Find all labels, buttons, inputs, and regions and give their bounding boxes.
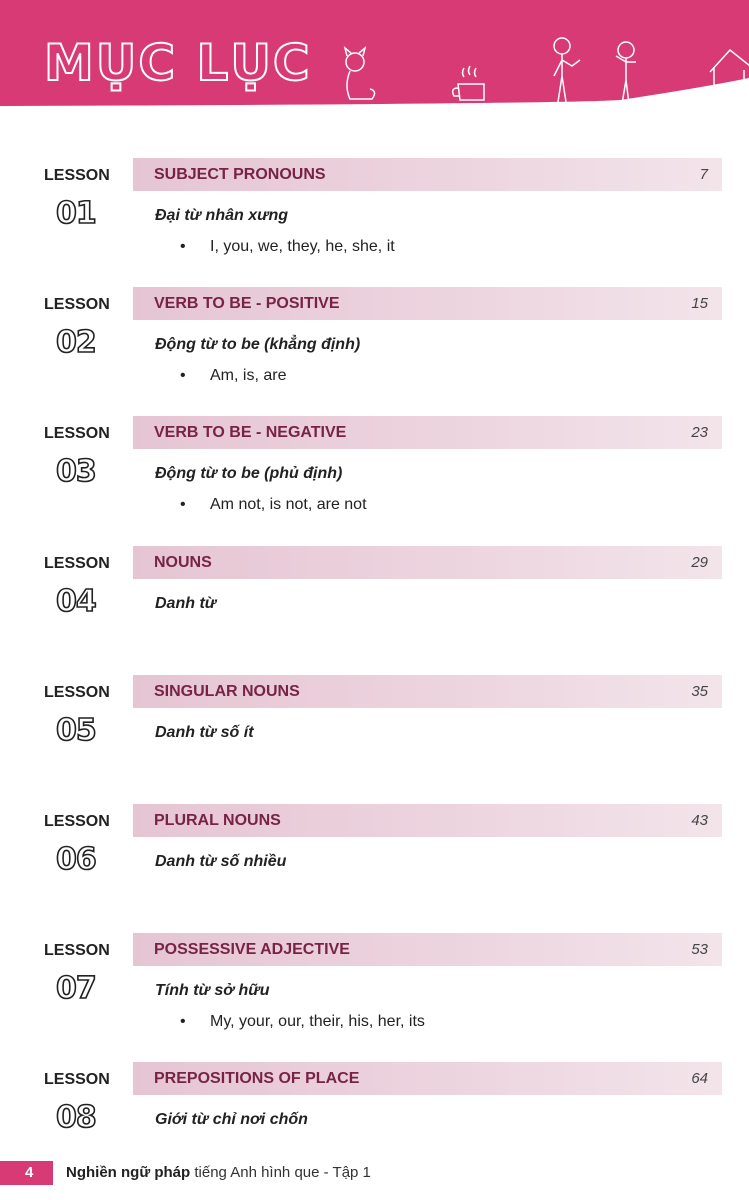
lesson-page: 15 (691, 295, 708, 313)
header-background (0, 0, 749, 106)
lesson-title: VERB TO BE - NEGATIVE (154, 424, 347, 442)
lesson-title: NOUNS (154, 553, 212, 571)
bullet-icon: • (180, 496, 186, 514)
lesson-number: 02 (55, 324, 97, 361)
lesson-subtitle: Tính từ sở hữu (155, 982, 270, 1000)
lesson-number: 07 (55, 970, 97, 1007)
lesson-number: 06 (55, 841, 97, 878)
footer-book-title: Nghiền ngữ pháp tiếng Anh hình que - Tập… (66, 1164, 371, 1181)
toc-entry[interactable]: LESSON 05 SINGULAR NOUNS 35 Danh từ số ít (0, 674, 749, 804)
lesson-title-band: PLURAL NOUNS 43 (133, 804, 722, 837)
page-title: MỤC LỤC (43, 33, 312, 93)
lesson-label: LESSON (44, 167, 110, 184)
lesson-title: SINGULAR NOUNS (154, 682, 300, 700)
lesson-title: PLURAL NOUNS (154, 812, 281, 829)
lesson-label: LESSON (44, 1071, 110, 1089)
lesson-title-band: VERB TO BE - NEGATIVE 23 (133, 416, 722, 450)
lesson-label: LESSON (44, 425, 110, 443)
toc-entry[interactable]: LESSON 01 SUBJECT PRONOUNS 7 Đại từ nhân … (0, 158, 749, 287)
lesson-bullet-text: I, you, we, they, he, she, it (210, 238, 395, 255)
lesson-title: PREPOSITIONS OF PLACE (154, 1070, 360, 1088)
lesson-title-band: SINGULAR NOUNS 35 (133, 674, 722, 708)
lesson-title-band: VERB TO BE - POSITIVE 15 (133, 287, 722, 321)
bullet-icon: • (180, 1013, 186, 1031)
header-banner: MỤC LỤC (0, 0, 749, 108)
lesson-page: 35 (691, 682, 708, 700)
lesson-number: 08 (55, 1100, 97, 1137)
lesson-number: 03 (55, 454, 97, 491)
lesson-label: LESSON (44, 296, 110, 314)
stick-figure-icon (615, 41, 636, 105)
lesson-page: 7 (699, 166, 708, 183)
lesson-number: 04 (55, 583, 97, 620)
toc-entry[interactable]: LESSON 04 NOUNS 29 Danh từ (0, 545, 749, 675)
lesson-subtitle: Giới từ chỉ nơi chốn (155, 1111, 308, 1129)
lesson-subtitle: Danh từ số nhiều (155, 853, 287, 870)
house-icon (709, 48, 749, 97)
lesson-page: 64 (691, 1070, 708, 1088)
footer-book-title-rest: tiếng Anh hình que - Tập 1 (190, 1164, 371, 1181)
lesson-title-band: POSSESSIVE ADJECTIVE 53 (133, 933, 722, 967)
toc-entry[interactable]: LESSON 03 VERB TO BE - NEGATIVE 23 Động t… (0, 416, 749, 545)
lesson-bullet-text: Am, is, are (210, 367, 287, 385)
lesson-label: LESSON (44, 554, 110, 572)
toc-entry[interactable]: LESSON 07 POSSESSIVE ADJECTIVE 53 Tính từ… (0, 933, 749, 1062)
lesson-subtitle: Đại từ nhân xưng (155, 207, 289, 224)
lesson-bullet-text: My, your, our, their, his, her, its (210, 1013, 425, 1031)
lesson-label: LESSON (44, 942, 110, 960)
lesson-bullet: • Am, is, are (180, 367, 286, 385)
bullet-icon: • (180, 367, 186, 385)
lesson-title-band: PREPOSITIONS OF PLACE 64 (133, 1062, 722, 1096)
lesson-title: VERB TO BE - POSITIVE (154, 295, 340, 313)
lesson-page: 43 (691, 812, 708, 829)
lesson-subtitle: Danh từ số ít (155, 723, 254, 741)
toc-entry[interactable]: LESSON 06 PLURAL NOUNS 43 Danh từ số nhiề… (0, 804, 749, 933)
footer-book-title-bold: Nghiền ngữ pháp (66, 1164, 191, 1181)
lesson-title-band: SUBJECT PRONOUNS 7 (133, 158, 722, 191)
toc-entry[interactable]: LESSON 08 PREPOSITIONS OF PLACE 64 Giới t… (0, 1062, 749, 1191)
coffee-cup-icon (451, 65, 485, 101)
cat-icon (343, 45, 376, 100)
lesson-page: 53 (691, 941, 708, 959)
lesson-label: LESSON (44, 813, 110, 830)
lesson-label: LESSON (44, 683, 110, 701)
toc-entry[interactable]: LESSON 02 VERB TO BE - POSITIVE 15 Động t… (0, 287, 749, 416)
lesson-number: 05 (55, 712, 97, 749)
lesson-bullet-text: Am not, is not, are not (210, 496, 367, 514)
lesson-page: 29 (691, 553, 708, 571)
bullet-icon: • (180, 238, 186, 255)
lesson-bullet: • My, your, our, their, his, her, its (180, 1013, 425, 1031)
lesson-bullet: • I, you, we, they, he, she, it (180, 238, 395, 256)
lesson-title-band: NOUNS 29 (133, 545, 722, 579)
lesson-bullet: • Am not, is not, are not (180, 496, 367, 514)
lesson-title: POSSESSIVE ADJECTIVE (154, 941, 350, 959)
stick-figure-icon (553, 37, 581, 103)
lesson-subtitle: Động từ to be (khẳng định) (155, 336, 361, 354)
footer-page-number: 4 (0, 1161, 53, 1185)
lesson-number: 01 (55, 195, 97, 232)
lesson-subtitle: Danh từ (155, 594, 217, 612)
lesson-subtitle: Động từ to be (phủ định) (155, 465, 343, 483)
lesson-title: SUBJECT PRONOUNS (154, 166, 326, 183)
lesson-page: 23 (691, 424, 708, 442)
